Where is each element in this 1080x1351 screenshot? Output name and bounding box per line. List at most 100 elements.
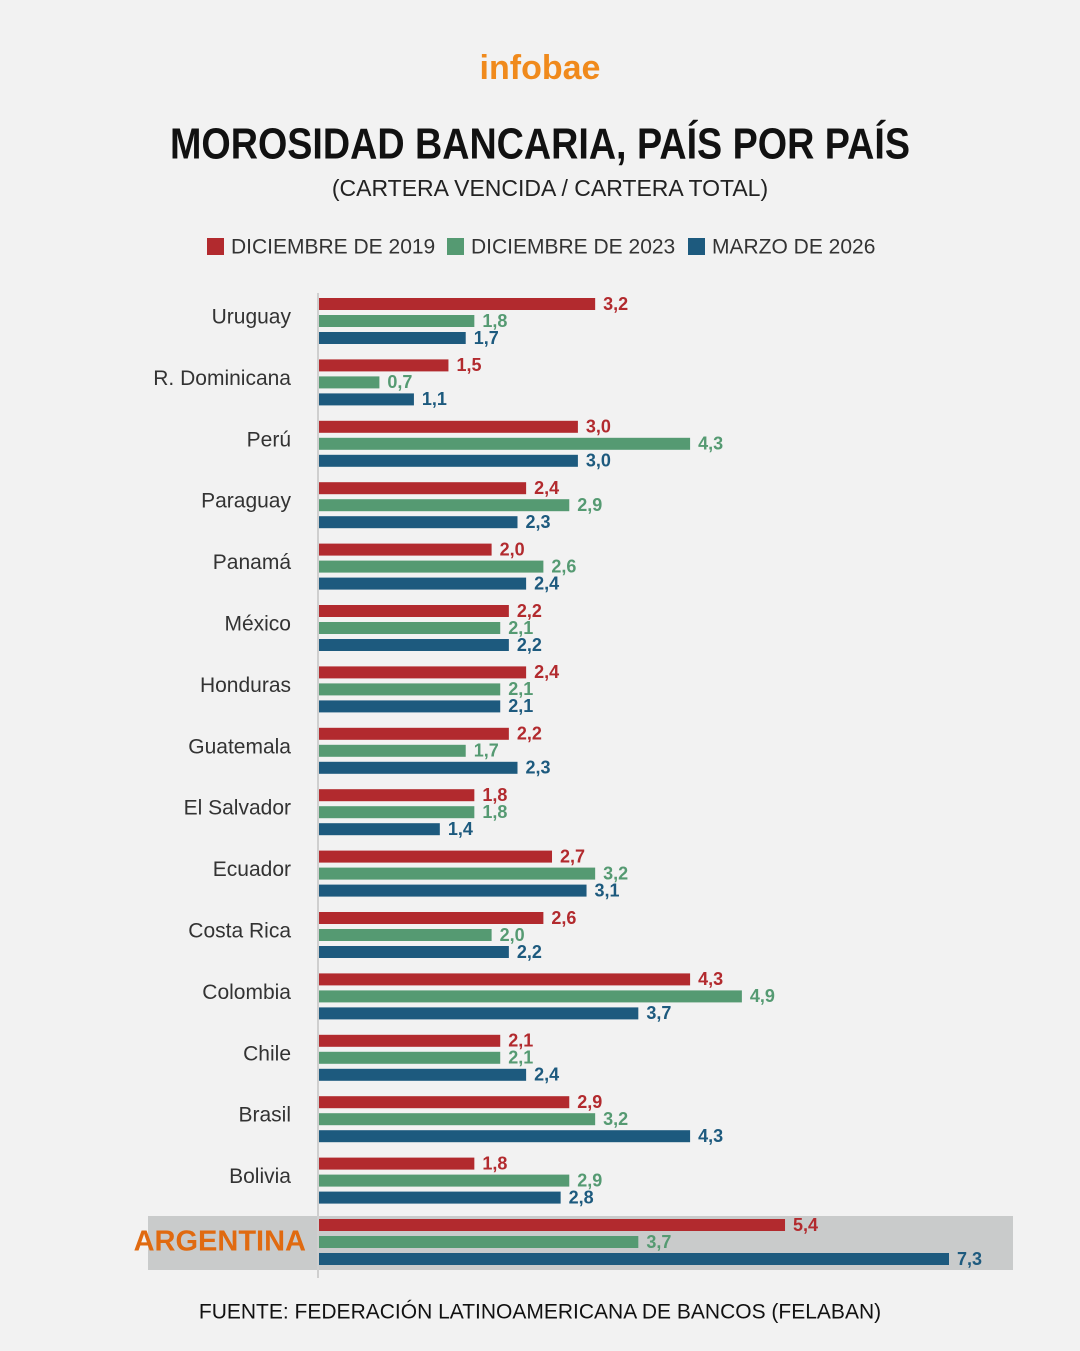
category-label: Uruguay: [212, 306, 292, 329]
legend-label: MARZO DE 2026: [712, 236, 875, 259]
bar: [319, 1157, 475, 1170]
value-label: 3,0: [586, 451, 611, 471]
legend-label: DICIEMBRE DE 2023: [471, 236, 675, 259]
legend-swatch: [207, 238, 224, 255]
value-label: 3,0: [586, 417, 611, 437]
value-label: 1,7: [474, 741, 499, 761]
bar: [319, 744, 466, 757]
bar: [319, 622, 501, 634]
value-label: 2,7: [560, 846, 585, 866]
bar: [319, 376, 380, 389]
bar: [319, 1253, 949, 1265]
bar: [319, 990, 742, 1003]
value-label: 1,8: [482, 802, 507, 822]
bar: [319, 727, 509, 740]
bar: [319, 912, 544, 924]
chart-title: MOROSIDAD BANCARIA, PAÍS POR PAÍS: [170, 119, 910, 169]
legend-label: DICIEMBRE DE 2019: [231, 236, 435, 259]
bar: [319, 929, 492, 941]
value-label: 2,0: [500, 539, 525, 559]
bar: [319, 946, 509, 958]
bar: [319, 315, 475, 327]
chart-subtitle: (CARTERA VENCIDA / CARTERA TOTAL): [332, 175, 768, 201]
value-label: 3,2: [603, 863, 628, 883]
bar: [319, 666, 527, 679]
bar: [319, 973, 691, 986]
value-label: 0,7: [387, 372, 412, 392]
value-label: 1,8: [482, 311, 507, 331]
bar: [319, 454, 578, 467]
value-label: 2,1: [508, 696, 533, 716]
value-label: 1,4: [448, 819, 473, 839]
bar: [319, 437, 691, 450]
value-label: 7,3: [957, 1249, 982, 1269]
bar: [319, 420, 578, 433]
bar: [319, 393, 414, 406]
value-label: 2,1: [508, 1031, 533, 1051]
bar: [319, 1130, 691, 1143]
category-label: Panamá: [213, 551, 292, 574]
bar: [319, 1051, 501, 1064]
value-label: 2,3: [525, 758, 550, 778]
value-label: 2,8: [569, 1187, 594, 1207]
bar: [319, 499, 570, 512]
value-label: 1,5: [456, 355, 481, 375]
bar: [319, 560, 544, 573]
category-label: Costa Rica: [188, 920, 291, 943]
value-label: 4,3: [698, 434, 723, 454]
value-label: 2,2: [517, 635, 542, 655]
value-label: 4,3: [698, 1126, 723, 1146]
category-label: Paraguay: [201, 490, 291, 513]
category-label: Bolivia: [229, 1165, 291, 1188]
bar: [319, 298, 596, 310]
legend-swatch: [688, 238, 705, 255]
value-label: 2,2: [517, 942, 542, 962]
value-label: 2,6: [551, 556, 576, 576]
value-label: 1,7: [474, 328, 499, 348]
legend-swatch: [447, 238, 464, 255]
value-label: 2,6: [551, 908, 576, 928]
bar: [319, 1174, 570, 1187]
value-label: 1,1: [422, 389, 447, 409]
value-label: 3,7: [646, 1232, 671, 1252]
value-label: 4,3: [698, 969, 723, 989]
value-label: 2,2: [517, 601, 542, 621]
category-label: México: [224, 613, 291, 636]
bar: [319, 789, 475, 802]
bar: [319, 1068, 527, 1081]
category-label: R. Dominicana: [153, 367, 291, 390]
bar: [319, 683, 501, 696]
bar: [319, 806, 475, 819]
bar: [319, 867, 596, 880]
value-label: 2,4: [534, 1065, 559, 1085]
source: FUENTE: FEDERACIÓN LATINOAMERICANA DE BA…: [199, 1301, 881, 1324]
value-label: 5,4: [793, 1215, 818, 1235]
category-label: Colombia: [202, 981, 291, 1004]
value-label: 2,0: [500, 925, 525, 945]
value-label: 2,9: [577, 1092, 602, 1112]
bar: [319, 823, 440, 836]
bar: [319, 1007, 639, 1020]
value-label: 2,4: [534, 662, 559, 682]
bar: [319, 482, 527, 495]
category-label: Guatemala: [188, 735, 291, 758]
category-label: Honduras: [200, 674, 291, 697]
bar: [319, 884, 587, 897]
bar: [319, 850, 553, 863]
value-label: 3,7: [646, 1003, 671, 1023]
bar: [319, 1113, 596, 1126]
value-label: 3,1: [595, 880, 620, 900]
brand-logo: infobae: [480, 49, 601, 87]
bar: [319, 332, 466, 344]
value-label: 1,8: [482, 1153, 507, 1173]
bar: [319, 639, 509, 651]
bar: [319, 761, 518, 774]
value-label: 1,8: [482, 785, 507, 805]
value-label: 2,1: [508, 618, 533, 638]
category-label: ARGENTINA: [134, 1226, 306, 1258]
bar: [319, 700, 501, 713]
value-label: 3,2: [603, 1109, 628, 1129]
value-label: 2,4: [534, 478, 559, 498]
